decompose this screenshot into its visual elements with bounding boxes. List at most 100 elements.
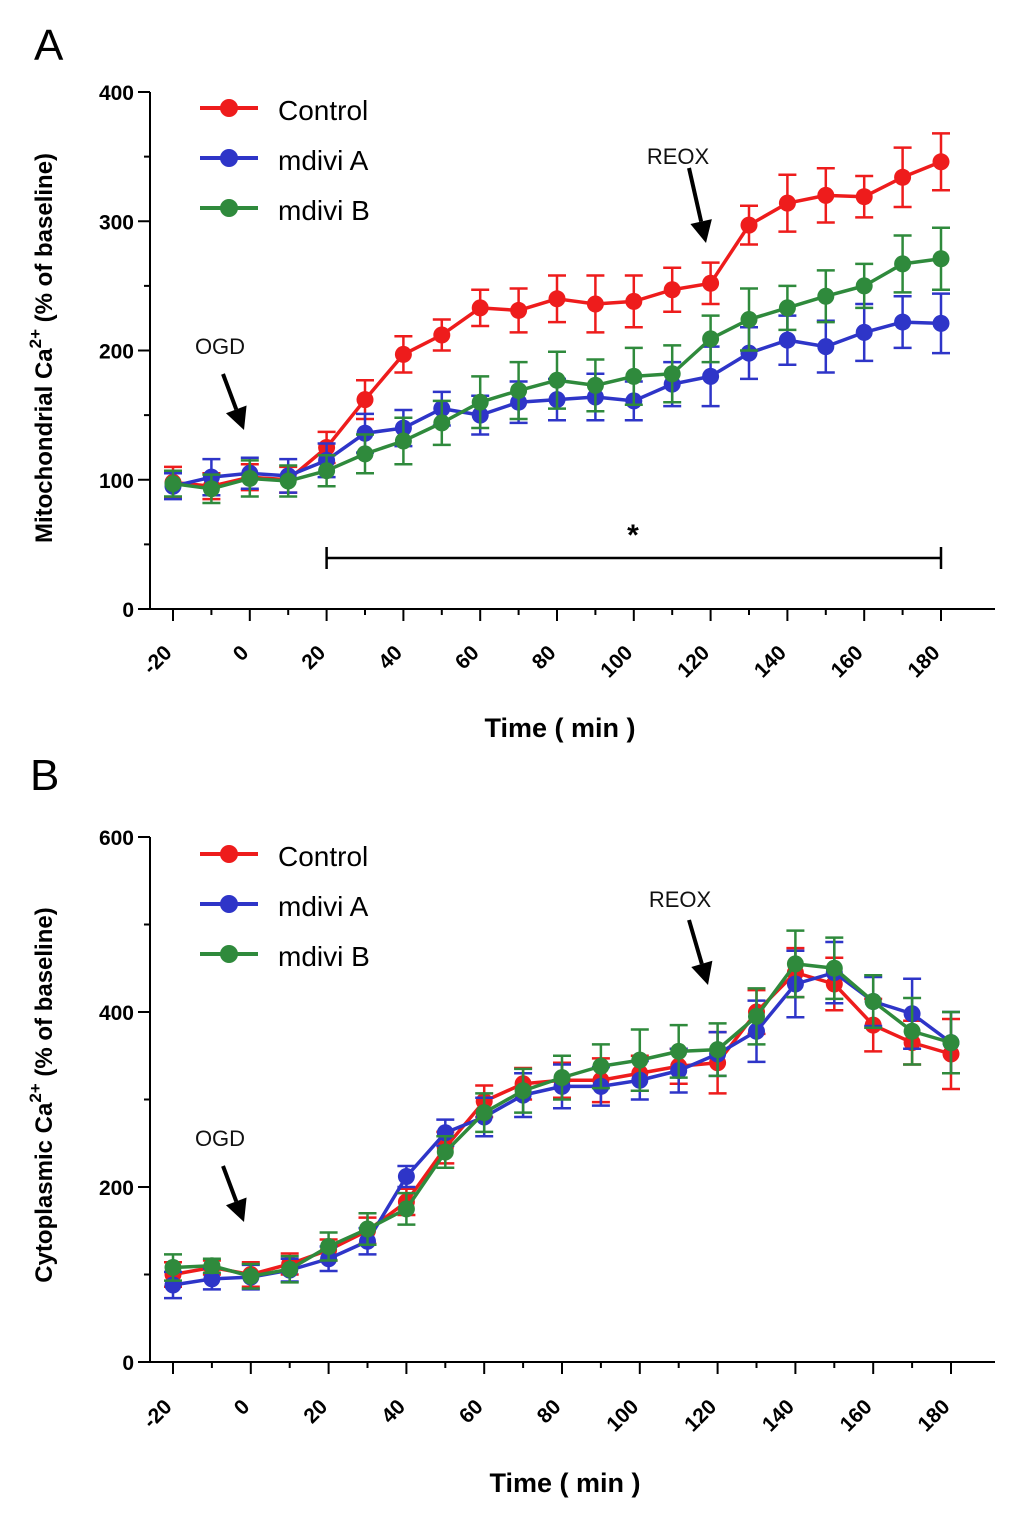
ogd-arrow-icon — [221, 373, 247, 430]
data-point — [433, 414, 451, 432]
y-axis-label: Mitochondrial Ca2+ (% of baseline) — [26, 153, 58, 543]
data-point — [356, 424, 374, 442]
x-axis-label: Time ( min ) — [489, 1468, 640, 1498]
data-point — [586, 376, 604, 394]
panel-a: A Mitochondrial Ca2+ (% of baseline) Tim… — [26, 21, 995, 743]
data-point — [778, 194, 796, 212]
data-point — [320, 1238, 338, 1255]
series-mdivi-b — [164, 226, 950, 505]
data-point — [548, 371, 566, 389]
y-axis-label: Cytoplasmic Ca2+ (% of baseline) — [26, 907, 58, 1282]
data-point — [864, 993, 882, 1010]
annotations: OGD REOX — [195, 887, 713, 1222]
annotation-ogd: OGD — [195, 334, 245, 359]
legend: Control mdivi A mdivi B — [200, 841, 370, 972]
x-tick-label: 180 — [913, 1395, 954, 1436]
significance-bracket — [325, 547, 943, 569]
data-point — [356, 445, 374, 463]
x-tick-label: 160 — [827, 641, 868, 682]
data-point — [702, 274, 720, 292]
panel-letter-a: A — [34, 21, 64, 70]
x-tick-label: -20 — [139, 641, 177, 679]
data-point — [855, 323, 873, 341]
series-line — [172, 970, 953, 1287]
x-tick-label: 180 — [903, 641, 944, 682]
y-tick-label: 100 — [99, 470, 134, 493]
data-point — [817, 338, 835, 356]
data-point — [825, 959, 843, 977]
x-tick-label: 60 — [455, 1395, 488, 1428]
data-point — [548, 290, 566, 308]
data-point — [510, 382, 528, 400]
data-point — [436, 1143, 454, 1161]
data-point — [702, 330, 720, 348]
x-tick-label: -20 — [139, 1395, 177, 1433]
y-tick-label: 0 — [122, 1352, 134, 1375]
x-tick-label: 120 — [673, 641, 714, 682]
data-point — [663, 365, 681, 383]
y-tick-label: 0 — [122, 599, 134, 622]
data-point — [778, 299, 796, 317]
data-point — [164, 475, 182, 493]
data-point — [817, 287, 835, 305]
annotation-significance: * — [627, 519, 639, 552]
data-point — [709, 1041, 727, 1059]
data-point — [394, 432, 412, 450]
annotation-ogd: OGD — [195, 1126, 245, 1151]
data-point — [903, 1022, 921, 1040]
x-axis-label: Time ( min ) — [484, 713, 635, 743]
annotations: OGD REOX * — [195, 144, 943, 569]
x-tick-label: 20 — [297, 641, 330, 674]
x-tick-label: 100 — [602, 1395, 643, 1436]
data-point — [702, 367, 720, 385]
data-point — [242, 1267, 260, 1285]
svg-text:Mitochondrial Ca2+ (% of basel: Mitochondrial Ca2+ (% of baseline) — [26, 153, 58, 543]
x-tick-label: 40 — [374, 641, 407, 674]
legend-label-mdivi-a: mdivi A — [278, 891, 369, 922]
y-tick-label: 400 — [99, 1002, 134, 1025]
data-point — [281, 1260, 299, 1278]
data-point — [202, 480, 220, 498]
y-tick-label: 400 — [99, 82, 134, 105]
data-point — [625, 367, 643, 385]
data-point — [894, 168, 912, 186]
x-tick-label: 0 — [229, 641, 254, 666]
legend-marker-control — [200, 99, 258, 117]
data-point — [932, 314, 950, 332]
x-tick-label: 120 — [680, 1395, 721, 1436]
reox-arrow-icon — [687, 167, 712, 243]
x-tick-label: 60 — [451, 641, 484, 674]
data-point — [394, 345, 412, 363]
series-mdivi-a — [164, 940, 960, 1300]
ogd-arrow-icon — [221, 1165, 247, 1222]
legend-marker-mdivi-b — [200, 199, 258, 217]
data-point — [164, 1259, 182, 1276]
data-point — [592, 1057, 610, 1075]
data-point — [475, 1104, 493, 1122]
data-point — [586, 295, 604, 313]
data-point — [356, 391, 374, 409]
legend-marker-mdivi-a — [200, 895, 258, 913]
legend-marker-control — [200, 845, 258, 863]
x-tick-label: 0 — [230, 1395, 255, 1420]
legend-label-mdivi-b: mdivi B — [278, 941, 370, 972]
legend-label-mdivi-b: mdivi B — [278, 195, 370, 226]
series-control — [164, 132, 950, 501]
data-series — [164, 929, 960, 1300]
series-mdivi-b — [164, 929, 960, 1290]
data-point — [471, 393, 489, 411]
data-point — [817, 186, 835, 204]
data-point — [510, 301, 528, 319]
data-point — [855, 188, 873, 206]
legend-marker-mdivi-a — [200, 149, 258, 167]
series-line — [172, 970, 952, 1277]
y-tick-label: 200 — [99, 341, 134, 364]
data-point — [740, 344, 758, 362]
legend-label-control: Control — [278, 841, 368, 872]
data-point — [932, 153, 950, 171]
x-tick-label: 140 — [758, 1395, 799, 1436]
legend-label-control: Control — [278, 95, 368, 126]
data-point — [631, 1051, 649, 1069]
data-point — [625, 292, 643, 310]
